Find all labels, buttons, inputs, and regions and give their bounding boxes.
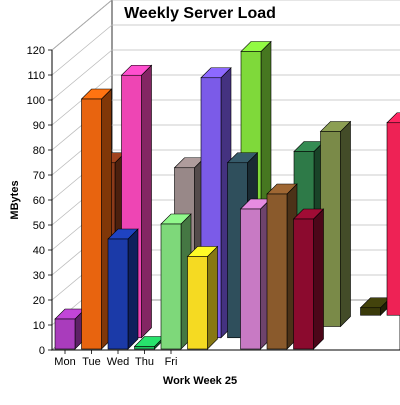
bar-front: [293, 218, 314, 350]
bar-front: [187, 256, 208, 350]
y-tick-label: 100: [27, 95, 45, 107]
y-tick-label: 110: [27, 70, 45, 82]
bar-side: [207, 245, 218, 350]
gridline-depth: [51, 24, 113, 76]
bar: [266, 183, 298, 350]
bar-front: [160, 223, 182, 350]
y-tick-label: 40: [33, 245, 45, 257]
bar-side: [127, 228, 139, 350]
y-tick-label: 0: [39, 345, 45, 357]
bar: [319, 120, 352, 328]
bar-front: [134, 346, 155, 350]
x-tick-label: Tue: [82, 356, 101, 368]
x-tick-label: Mon: [54, 356, 75, 368]
x-axis-title: Work Week 25: [163, 375, 237, 387]
chart-bars: [54, 40, 400, 350]
y-axis-ticks: 0 10 20 30 40 50 60 70 80 90 100 110 120: [27, 45, 53, 357]
bar-front: [54, 318, 76, 350]
y-tick-label: 50: [33, 220, 45, 232]
bar-side: [313, 208, 324, 350]
x-tick-label: Fri: [165, 356, 178, 368]
bar-side: [340, 120, 351, 328]
chart-title: Weekly Server Load: [124, 5, 276, 22]
x-tick-label: Thu: [135, 356, 154, 368]
y-tick-label: 10: [33, 320, 45, 332]
y-tick-label: 20: [33, 295, 45, 307]
bar-front: [360, 307, 381, 316]
x-axis-ticks: Mon Tue Wed Thu Fri: [52, 349, 400, 368]
y-tick-label: 80: [33, 145, 45, 157]
bar: [160, 213, 192, 350]
gridline-depth: [51, 0, 113, 51]
bar: [292, 208, 325, 350]
y-tick-label: 120: [27, 45, 45, 57]
y-tick-label: 90: [33, 120, 45, 132]
bar-front: [386, 122, 400, 316]
gridline-depth: [51, 49, 113, 101]
bar: [80, 88, 113, 350]
bar-front: [240, 208, 261, 350]
bar: [54, 308, 86, 350]
bar: [239, 198, 272, 350]
bar-front: [81, 98, 102, 350]
y-axis-title: MBytes: [9, 180, 21, 219]
bar: [386, 112, 400, 316]
bar: [107, 228, 139, 350]
y-tick-label: 70: [33, 170, 45, 182]
x-tick-label: Wed: [107, 356, 129, 368]
y-tick-label: 60: [33, 195, 45, 207]
bar-side: [141, 64, 152, 339]
bar-top: [386, 112, 400, 124]
bar-front: [107, 238, 129, 350]
y-tick-label: 30: [33, 270, 45, 282]
bar-front: [266, 193, 288, 350]
bar: [186, 245, 219, 350]
